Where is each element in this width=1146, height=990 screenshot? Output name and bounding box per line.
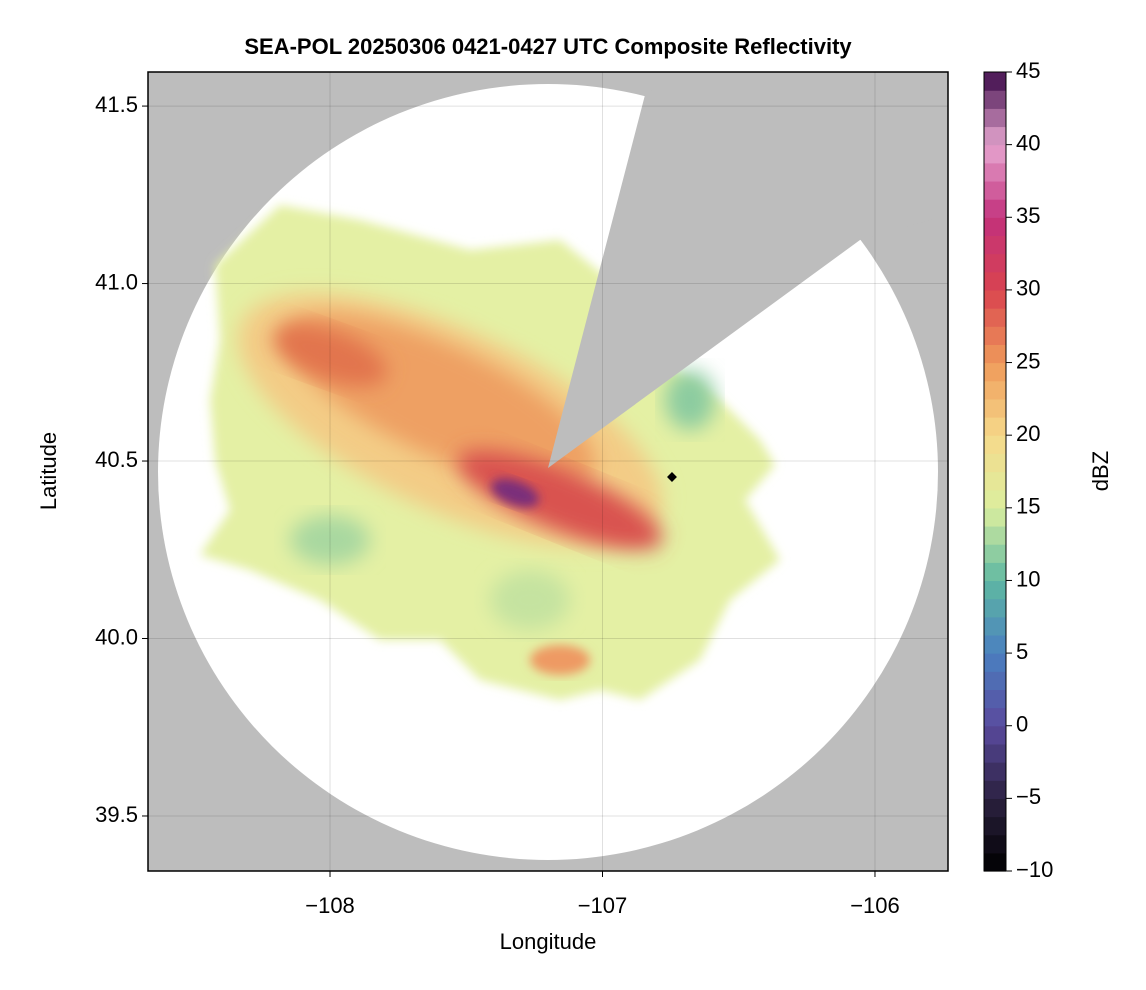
- colorbar-tick-label: 20: [1016, 421, 1040, 446]
- echo-core: [491, 478, 539, 508]
- colorbar-band: [984, 180, 1006, 200]
- colorbar-band: [984, 725, 1006, 745]
- colorbar-band: [984, 217, 1006, 237]
- y-tick-label: 39.5: [95, 802, 138, 827]
- grid: [148, 72, 948, 871]
- colorbar-band: [984, 344, 1006, 364]
- colorbar-band: [984, 126, 1006, 146]
- colorbar-band: [984, 507, 1006, 527]
- colorbar-band: [984, 398, 1006, 418]
- colorbar-band: [984, 362, 1006, 382]
- colorbar-band: [984, 72, 1006, 91]
- x-tick-label: −108: [305, 893, 355, 918]
- colorbar-tick-label: 35: [1016, 203, 1040, 228]
- colorbar-band: [984, 380, 1006, 400]
- colorbar-tick-label: −5: [1016, 784, 1041, 809]
- y-tick-label: 41.5: [95, 92, 138, 117]
- colorbar-band: [984, 780, 1006, 799]
- colorbar-band: [984, 616, 1006, 636]
- colorbar-tick-label: 45: [1016, 58, 1040, 83]
- chart-title: SEA-POL 20250306 0421-0427 UTC Composite…: [244, 34, 852, 59]
- colorbar-tick-label: 40: [1016, 130, 1040, 155]
- y-tick-label: 40.0: [95, 624, 138, 649]
- x-tick-label: −106: [850, 893, 900, 918]
- colorbar-band: [984, 762, 1006, 781]
- colorbar-band: [984, 453, 1006, 473]
- colorbar-band: [984, 634, 1006, 654]
- colorbar-band: [984, 689, 1006, 709]
- colorbar-band: [984, 580, 1006, 600]
- x-axis-label: Longitude: [500, 929, 597, 954]
- colorbar-band: [984, 90, 1006, 109]
- echo-light: [665, 370, 715, 430]
- colorbar-band: [984, 653, 1006, 672]
- colorbar-band: [984, 471, 1006, 491]
- colorbar-band: [984, 798, 1006, 818]
- colorbar-tick-label: 5: [1016, 639, 1028, 664]
- colorbar-tick-label: 0: [1016, 712, 1028, 737]
- colorbar-tick-label: 15: [1016, 494, 1040, 519]
- colorbar-tick-label: −10: [1016, 857, 1053, 882]
- colorbar-band: [984, 489, 1006, 509]
- colorbar-band: [984, 326, 1006, 345]
- echo-strong: [457, 450, 663, 550]
- blocked-sector: [548, 72, 948, 468]
- colorbar-band: [984, 144, 1006, 164]
- y-tick-label: 41.0: [95, 269, 138, 294]
- colorbar-tick-label: 30: [1016, 276, 1040, 301]
- colorbar-band: [984, 852, 1006, 872]
- radar-marker: [667, 472, 677, 482]
- colorbar-band: [984, 816, 1006, 836]
- echo-strong: [272, 323, 388, 387]
- colorbar-frame: [983, 71, 1007, 872]
- plot-frame: [147, 71, 949, 872]
- colorbar-band: [984, 417, 1006, 436]
- colorbar-band: [984, 199, 1006, 218]
- plot-area: [148, 72, 948, 871]
- colorbar-band: [984, 235, 1006, 255]
- colorbar-band: [984, 253, 1006, 273]
- colorbar-band: [984, 435, 1006, 454]
- colorbar-band: [984, 598, 1006, 618]
- colorbar-band: [984, 525, 1006, 545]
- echo-moderate: [530, 645, 590, 675]
- echo-light: [490, 570, 570, 630]
- colorbar-band: [984, 834, 1006, 854]
- colorbar-band: [984, 271, 1006, 291]
- colorbar-tick-label: 10: [1016, 566, 1040, 591]
- colorbar-band: [984, 707, 1006, 727]
- y-axis-label: Latitude: [36, 432, 61, 510]
- colorbar-band: [984, 308, 1006, 327]
- colorbar-band: [984, 162, 1006, 182]
- x-tick-label: −107: [578, 893, 628, 918]
- colorbar-band: [984, 108, 1006, 128]
- colorbar-band: [984, 743, 1006, 763]
- colorbar-label: dBZ: [1088, 451, 1113, 491]
- y-tick-label: 40.5: [95, 447, 138, 472]
- colorbar-tick-label: 25: [1016, 348, 1040, 373]
- colorbar-band: [984, 289, 1006, 309]
- colorbar-band: [984, 562, 1006, 582]
- echo-light: [290, 515, 370, 565]
- colorbar-band: [984, 544, 1006, 563]
- colorbar-band: [984, 671, 1006, 691]
